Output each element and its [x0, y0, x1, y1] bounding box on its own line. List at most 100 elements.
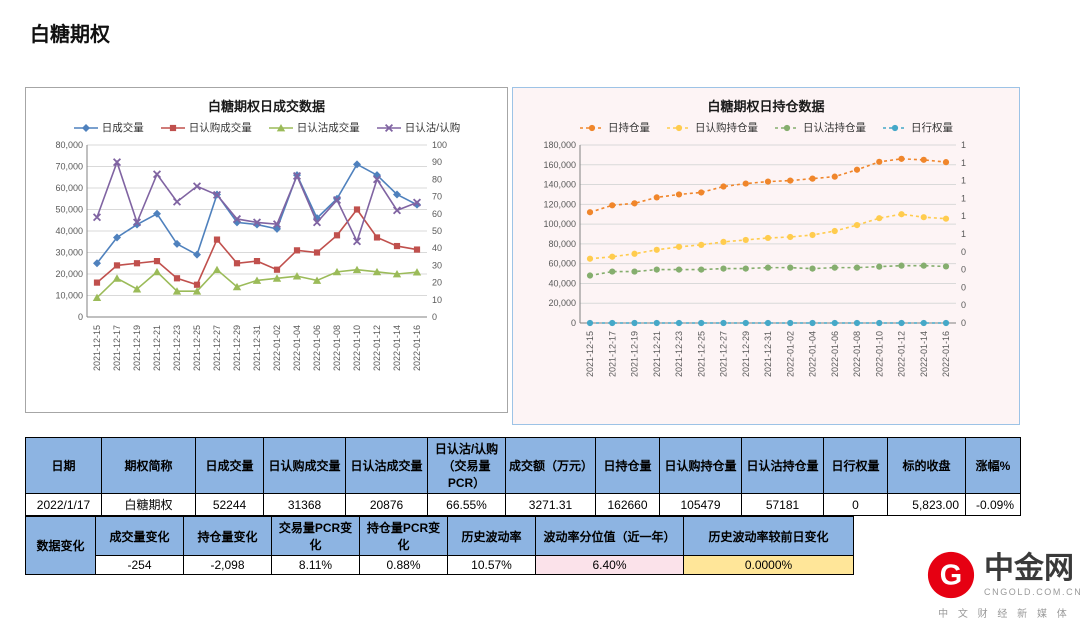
volume-chart-title: 白糖期权日成交数据: [207, 99, 325, 114]
cngold-logo[interactable]: G 中金网 CNGOLD.COM.CN 中 文 财 经 新 媒 体: [926, 550, 1080, 620]
table2-value-cell: 10.57%: [447, 555, 536, 575]
svg-text:2021-12-21: 2021-12-21: [152, 325, 162, 371]
table2-header-cell: 成交量变化: [95, 516, 184, 556]
logo-domain: CNGOLD.COM.CN: [984, 586, 1080, 597]
svg-text:2022-01-12: 2022-01-12: [897, 331, 907, 377]
svg-text:2022-01-06: 2022-01-06: [312, 325, 322, 371]
legend-item: 日认购持仓量: [666, 120, 758, 135]
open-interest-chart-panel: 白糖期权日持仓数据 日持仓量 日认购持仓量 日认沽持仓量 日行权量 0 20,000 40…: [512, 87, 1020, 425]
table2-header-cell: 持仓量PCR变化: [359, 516, 448, 556]
legend-item: 日认购成交量: [160, 120, 252, 135]
svg-text:1: 1: [961, 229, 966, 239]
page-title: 白糖期权: [30, 24, 110, 46]
volume-chart-legend: 日成交量 日认购成交量 日认沽成交量 日认沽/认购: [73, 120, 460, 135]
svg-text:2021-12-31: 2021-12-31: [763, 331, 773, 377]
svg-text:10,000: 10,000: [55, 291, 83, 301]
table1-header-cell: 日成交量: [195, 437, 264, 494]
logo-name: 中金网: [984, 551, 1074, 585]
svg-text:60: 60: [432, 209, 442, 219]
svg-text:80: 80: [432, 174, 442, 184]
svg-text:160,000: 160,000: [543, 160, 576, 170]
svg-text:10: 10: [432, 295, 442, 305]
open-interest-chart-legend: 日持仓量 日认购持仓量 日认沽持仓量 日行权量: [579, 120, 953, 135]
table2-value-cell: 0.88%: [359, 555, 448, 575]
table1-cell: -0.09%: [965, 493, 1021, 516]
svg-text:2022-01-10: 2022-01-10: [874, 331, 884, 377]
svg-text:2022-01-08: 2022-01-08: [852, 331, 862, 377]
table1-cell: 57181: [741, 493, 824, 516]
svg-text:0: 0: [961, 282, 966, 292]
svg-text:0: 0: [961, 265, 966, 275]
svg-text:1: 1: [961, 140, 966, 150]
svg-text:2022-01-16: 2022-01-16: [412, 325, 422, 371]
table2-label-cell: 数据变化: [25, 516, 96, 575]
table1-cell: 2022/1/17: [25, 493, 102, 516]
svg-text:2022-01-16: 2022-01-16: [941, 331, 951, 377]
svg-text:2021-12-25: 2021-12-25: [696, 331, 706, 377]
table2-value-cell: -2,098: [183, 555, 272, 575]
svg-text:2021-12-29: 2021-12-29: [741, 331, 751, 377]
table1-cell: 105479: [659, 493, 742, 516]
table2-value-cell: 0.0000%: [683, 555, 854, 575]
table1-header-cell: 日持仓量: [595, 437, 660, 494]
table1-header-cell: 涨幅%: [965, 437, 1021, 494]
svg-text:90: 90: [432, 157, 442, 167]
svg-text:70,000: 70,000: [55, 162, 83, 172]
svg-text:120,000: 120,000: [543, 199, 576, 209]
svg-text:2021-12-23: 2021-12-23: [172, 325, 182, 371]
table1-header-cell: 期权简称: [101, 437, 196, 494]
legend-item: 日认沽成交量: [268, 120, 360, 135]
svg-text:2022-01-02: 2022-01-02: [785, 331, 795, 377]
svg-text:2021-12-17: 2021-12-17: [112, 325, 122, 371]
svg-text:50,000: 50,000: [55, 205, 83, 215]
svg-text:G: G: [940, 560, 962, 592]
svg-text:2022-01-02: 2022-01-02: [272, 325, 282, 371]
svg-text:40,000: 40,000: [55, 226, 83, 236]
table1-header-cell: 日期: [25, 437, 102, 494]
svg-text:2022-01-14: 2022-01-14: [392, 325, 402, 371]
table1-cell: 52244: [195, 493, 264, 516]
table2-header-cell: 波动率分位值（近一年）: [535, 516, 684, 556]
svg-text:2022-01-10: 2022-01-10: [352, 325, 362, 371]
svg-text:2022-01-06: 2022-01-06: [830, 331, 840, 377]
svg-text:2021-12-27: 2021-12-27: [212, 325, 222, 371]
svg-text:40: 40: [432, 243, 442, 253]
svg-text:2021-12-15: 2021-12-15: [585, 331, 595, 377]
svg-text:2021-12-19: 2021-12-19: [132, 325, 142, 371]
svg-text:70: 70: [432, 192, 442, 202]
svg-text:20,000: 20,000: [548, 298, 576, 308]
svg-text:60,000: 60,000: [55, 183, 83, 193]
table1-header-cell: 日认购持仓量: [659, 437, 742, 494]
svg-text:2021-12-31: 2021-12-31: [252, 325, 262, 371]
table1-cell: 162660: [595, 493, 660, 516]
svg-text:100: 100: [432, 140, 447, 150]
svg-text:180,000: 180,000: [543, 140, 576, 150]
svg-text:2021-12-19: 2021-12-19: [630, 331, 640, 377]
cngold-logo-icon: G: [927, 551, 975, 599]
legend-item: 日成交量: [73, 120, 144, 135]
table1-header-cell: 标的收盘: [887, 437, 966, 494]
change-data-table: 数据变化 成交量变化 持仓量变化 交易量PCR变化 持仓量PCR变化 历史波动率 波动率分位…: [25, 516, 854, 575]
table1-header-cell: 日认沽成交量: [345, 437, 428, 494]
legend-item: 日认沽持仓量: [774, 120, 866, 135]
svg-text:2022-01-04: 2022-01-04: [292, 325, 302, 371]
svg-text:50: 50: [432, 226, 442, 236]
table2-header-cell: 交易量PCR变化: [271, 516, 360, 556]
logo-text: 中金网 CNGOLD.COM.CN: [984, 551, 1080, 597]
svg-text:1: 1: [961, 176, 966, 186]
table1-cell: 白糖期权: [101, 493, 196, 516]
svg-text:2022-01-04: 2022-01-04: [808, 331, 818, 377]
svg-text:80,000: 80,000: [548, 239, 576, 249]
svg-text:1: 1: [961, 193, 966, 203]
svg-text:100,000: 100,000: [543, 219, 576, 229]
legend-item: 日认沽/认购: [376, 120, 460, 135]
svg-text:1: 1: [961, 211, 966, 221]
svg-text:30: 30: [432, 260, 442, 270]
svg-text:2021-12-21: 2021-12-21: [652, 331, 662, 377]
open-interest-chart-title: 白糖期权日持仓数据: [707, 99, 825, 114]
svg-text:2021-12-15: 2021-12-15: [92, 325, 102, 371]
volume-chart: 0 10,000 20,000 30,000 40,000 50,000 60,000 70,…: [55, 140, 447, 371]
logo-tagline: 中 文 财 经 新 媒 体: [938, 609, 1071, 620]
svg-text:2022-01-12: 2022-01-12: [372, 325, 382, 371]
table1-cell: 3271.31: [505, 493, 596, 516]
